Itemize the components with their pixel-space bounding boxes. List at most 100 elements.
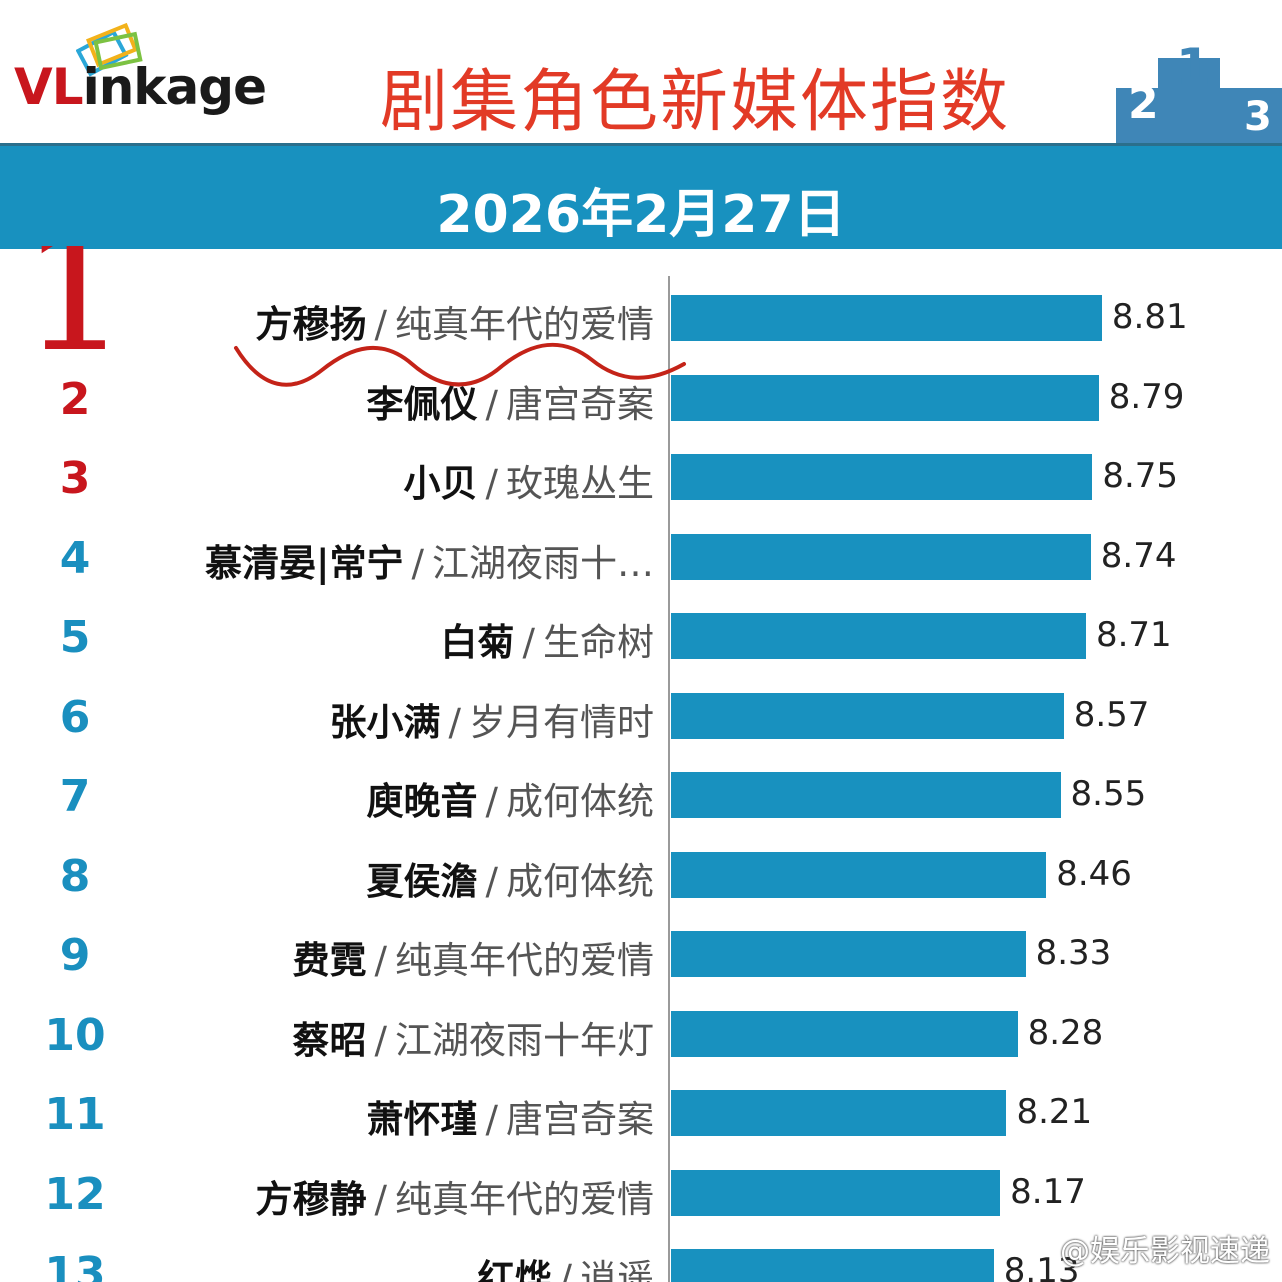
show-title: 生命树 bbox=[543, 621, 654, 664]
show-title: 成何体统 bbox=[506, 859, 654, 903]
row-label: 方穆扬 / 纯真年代的爱情 bbox=[256, 294, 654, 348]
svg-text:2: 2 bbox=[1128, 78, 1159, 129]
value-bar bbox=[671, 772, 1061, 818]
show-title: 成何体统 bbox=[506, 780, 654, 823]
rank-number: 12 bbox=[44, 1168, 106, 1220]
character-name: 李佩仪 bbox=[366, 382, 478, 426]
character-name: 蔡昭 bbox=[292, 1018, 367, 1062]
row-label: 慕清晏|常宁 / 江湖夜雨十… bbox=[205, 533, 654, 587]
separator: / bbox=[485, 780, 498, 823]
header: VLinkage 剧集角色新媒体指数 2 1 3 bbox=[0, 0, 1282, 143]
character-name: 红烨 bbox=[477, 1257, 552, 1282]
row-label: 红烨 / 逍遥 bbox=[478, 1248, 654, 1282]
date-banner: 2026年2月27日 bbox=[0, 143, 1282, 249]
value-bar bbox=[671, 374, 1099, 421]
show-title: 纯真年代的爱情 bbox=[395, 939, 654, 982]
show-title: 江湖夜雨十年灯 bbox=[395, 1018, 654, 1062]
character-name: 夏侯澹 bbox=[366, 859, 478, 903]
value-label: 8.81 bbox=[1111, 297, 1188, 337]
rank-number: 4 bbox=[59, 532, 91, 584]
rank-number: 13 bbox=[44, 1248, 106, 1282]
value-bar bbox=[671, 1169, 1001, 1216]
value-bar bbox=[671, 1090, 1007, 1136]
character-name: 萧怀瑾 bbox=[366, 1098, 478, 1141]
character-name: 慕清晏|常宁 bbox=[205, 541, 404, 585]
separator: / bbox=[374, 1177, 387, 1221]
value-label: 8.21 bbox=[1016, 1092, 1093, 1132]
show-title: 岁月有情时 bbox=[469, 700, 654, 744]
row-label: 夏侯澹 / 成何体统 bbox=[367, 851, 654, 905]
value-bar bbox=[671, 1249, 994, 1282]
weibo-watermark: @娱乐影视速递 bbox=[1060, 1234, 1270, 1269]
character-name: 小贝 bbox=[403, 462, 478, 505]
value-label: 8.57 bbox=[1073, 694, 1150, 735]
value-bar bbox=[671, 533, 1091, 580]
value-label: 8.46 bbox=[1056, 853, 1132, 894]
separator: / bbox=[374, 1018, 387, 1062]
rank-number: 6 bbox=[59, 691, 91, 743]
row-label: 白菊 / 生命树 bbox=[441, 612, 654, 666]
value-label: 8.17 bbox=[1010, 1171, 1086, 1212]
row-label: 萧怀瑾 / 唐宫奇案 bbox=[367, 1089, 654, 1143]
value-bar bbox=[671, 1010, 1018, 1057]
separator: / bbox=[374, 939, 387, 982]
show-title: 唐宫奇案 bbox=[506, 1098, 654, 1141]
rank-number: 9 bbox=[59, 930, 91, 981]
row-label: 庾晚音 / 成何体统 bbox=[367, 771, 654, 825]
value-bar bbox=[671, 931, 1026, 977]
rank-number: 3 bbox=[59, 453, 91, 504]
character-name: 张小满 bbox=[329, 700, 441, 744]
character-name: 费霓 bbox=[292, 939, 367, 982]
rank-number: 7 bbox=[59, 771, 91, 822]
value-label: 8.79 bbox=[1108, 376, 1185, 417]
show-title: 江湖夜雨十… bbox=[432, 541, 654, 585]
value-label: 8.55 bbox=[1070, 774, 1147, 814]
separator: / bbox=[485, 462, 498, 505]
hand-drawn-underline bbox=[234, 342, 686, 387]
rank-number: 5 bbox=[59, 612, 91, 663]
value-bar bbox=[671, 295, 1102, 341]
character-name: 白菊 bbox=[440, 621, 515, 664]
value-label: 8.13 bbox=[1003, 1251, 1080, 1282]
row-label: 小贝 / 玫瑰丛生 bbox=[404, 453, 654, 507]
vlinkage-logo: VLinkage bbox=[14, 58, 267, 116]
podium-icon: 2 1 3 bbox=[1116, 38, 1282, 143]
page-title: 剧集角色新媒体指数 bbox=[380, 63, 1011, 142]
row-label: 张小满 / 岁月有情时 bbox=[330, 692, 654, 746]
separator: / bbox=[522, 621, 535, 664]
separator: / bbox=[411, 541, 424, 585]
value-bar bbox=[671, 851, 1047, 898]
value-bar bbox=[671, 454, 1093, 500]
logo-cards-icon bbox=[76, 22, 143, 77]
value-bar bbox=[671, 613, 1086, 659]
row-label: 费霓 / 纯真年代的爱情 bbox=[293, 930, 654, 984]
row-label: 李佩仪 / 唐宫奇案 bbox=[367, 374, 654, 428]
svg-text:3: 3 bbox=[1244, 94, 1272, 140]
rank-number: 11 bbox=[44, 1089, 106, 1140]
value-label: 8.33 bbox=[1035, 933, 1112, 973]
character-name: 庾晚音 bbox=[366, 780, 478, 823]
rank-number: 10 bbox=[44, 1009, 106, 1061]
rank-number: 1 bbox=[20, 246, 130, 390]
character-name: 方穆静 bbox=[255, 1177, 367, 1221]
show-title: 玫瑰丛生 bbox=[506, 462, 654, 505]
separator: / bbox=[448, 700, 461, 744]
show-title: 纯真年代的爱情 bbox=[395, 1177, 654, 1221]
chart-axis-line bbox=[668, 276, 670, 1282]
value-label: 8.75 bbox=[1102, 456, 1179, 496]
character-name: 方穆扬 bbox=[255, 303, 367, 346]
row-label: 方穆静 / 纯真年代的爱情 bbox=[256, 1169, 654, 1223]
value-bar bbox=[671, 692, 1064, 739]
show-title: 逍遥 bbox=[580, 1257, 654, 1282]
rank-number: 8 bbox=[59, 850, 91, 902]
svg-text:1: 1 bbox=[1176, 38, 1211, 96]
separator: / bbox=[485, 859, 498, 903]
separator: / bbox=[374, 303, 387, 346]
separator: / bbox=[485, 1098, 498, 1141]
date-label: 2026年2月27日 bbox=[436, 185, 846, 245]
separator: / bbox=[485, 382, 498, 426]
row-label: 蔡昭 / 江湖夜雨十年灯 bbox=[293, 1010, 654, 1064]
ranking-bar-chart: 1 方穆扬 / 纯真年代的爱情 8.81 2 李佩仪 / 唐宫奇案 8.79 3 小贝 / 玫瑰丛生 8.7… bbox=[0, 246, 1282, 1282]
rank-number: 2 bbox=[59, 373, 91, 425]
value-label: 8.28 bbox=[1027, 1012, 1104, 1053]
